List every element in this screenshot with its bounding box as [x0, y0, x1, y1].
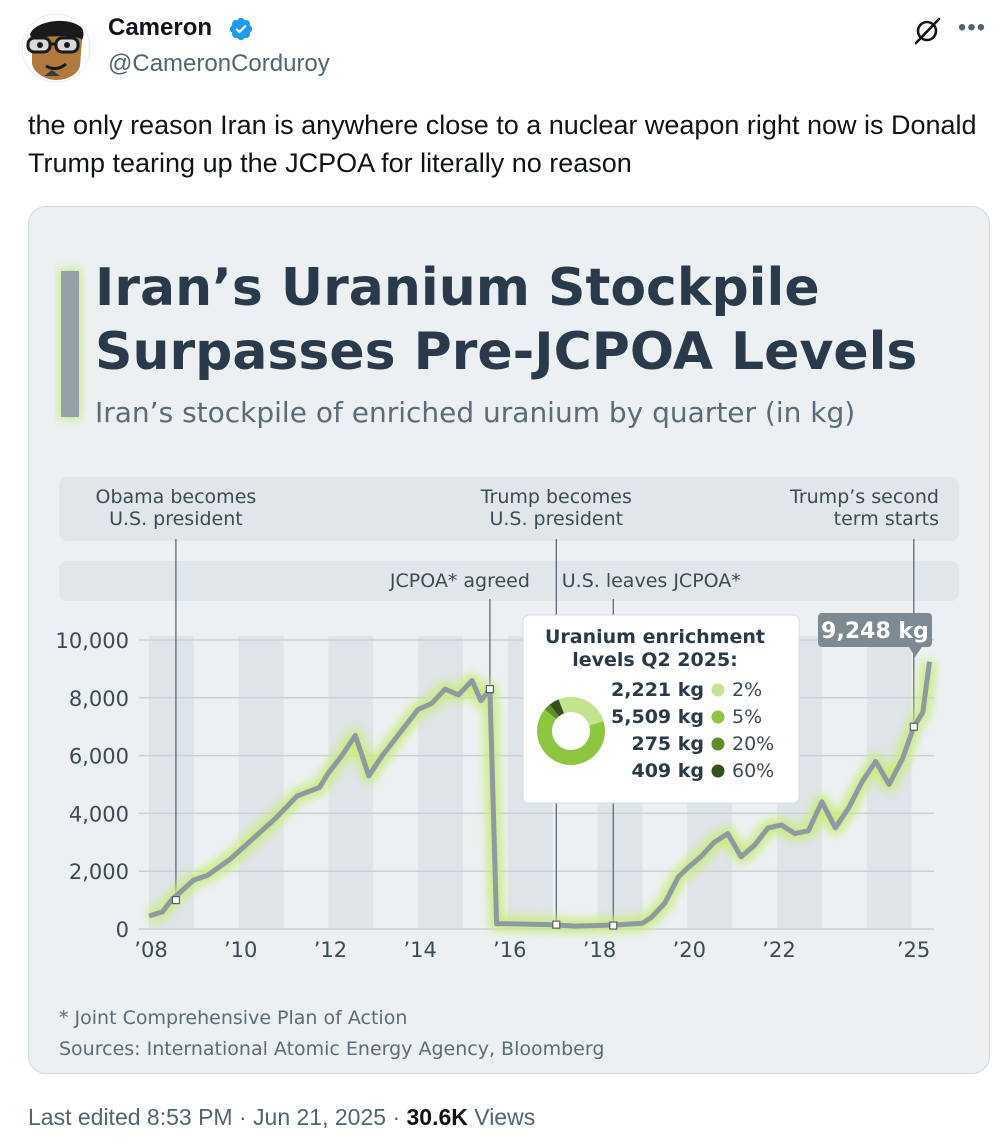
event-marker	[485, 685, 495, 694]
chart-subtitle: Iran’s stockpile of enriched uranium by …	[95, 396, 855, 429]
inset-legend-level: 20%	[732, 733, 774, 755]
y-tick-label: 6,000	[69, 745, 129, 769]
meta-separator: ·	[392, 1104, 401, 1130]
tweet-text: the only reason Iran is anywhere close t…	[28, 110, 977, 178]
verified-badge-icon[interactable]	[228, 16, 254, 42]
inset-legend-swatch	[711, 710, 725, 724]
event-marker	[609, 921, 618, 930]
inset-legend-level: 5%	[732, 706, 762, 728]
x-tick-label: ’22	[762, 938, 795, 962]
series-line	[148, 661, 932, 929]
event-label: term starts	[834, 508, 939, 530]
edited-timestamp-link[interactable]: Last edited 8:53 PM	[28, 1104, 233, 1130]
event-marker	[909, 722, 918, 731]
end-value-pointer	[909, 647, 922, 657]
year-stripe	[418, 636, 463, 929]
end-value-box	[818, 613, 932, 647]
inset-legend-value: 2,221 kg	[611, 679, 704, 701]
x-tick-label: ’16	[493, 938, 526, 962]
author-name[interactable]: Cameron	[108, 14, 213, 41]
event-label: U.S. leaves JCPOA*	[562, 570, 741, 592]
event-marker	[171, 895, 181, 905]
donut-slice	[558, 697, 604, 726]
event-label: Trump’s second	[789, 486, 939, 508]
event-band-top	[59, 477, 959, 541]
y-tick-label: 8,000	[69, 687, 129, 711]
year-stripe	[328, 636, 374, 929]
avatar-illustration	[22, 14, 90, 82]
y-tick-label: 0	[116, 918, 129, 942]
inset-legend-swatch	[711, 683, 725, 697]
event-label: U.S. president	[489, 508, 623, 530]
inset-legend-swatch	[711, 764, 725, 778]
chart-footnote: * Joint Comprehensive Plan of Action	[59, 1007, 407, 1029]
y-tick-label: 4,000	[69, 802, 129, 826]
inset-legend-value: 275 kg	[631, 733, 704, 755]
x-tick-label: ’12	[314, 938, 347, 962]
end-value-label: 9,248 kg	[821, 619, 929, 644]
donut-slice	[537, 709, 605, 765]
inset-legend-value: 409 kg	[631, 760, 704, 782]
tweet-meta: Last edited 8:53 PM · Jun 21, 2025 · 30.…	[28, 1104, 535, 1131]
views-label: Views	[474, 1104, 536, 1130]
y-tick-label: 10,000	[56, 629, 129, 653]
donut-slice	[544, 704, 560, 720]
grok-icon[interactable]	[912, 16, 942, 46]
chart-title-line: Surpasses Pre-JCPOA Levels	[95, 322, 917, 382]
inset-legend-value: 5,509 kg	[611, 706, 704, 728]
more-options-icon[interactable]: •••	[957, 14, 987, 41]
event-label: Trump becomes	[480, 486, 632, 508]
x-tick-label: ’14	[403, 938, 436, 962]
inset-title: Uranium enrichment	[545, 626, 765, 648]
author-handle[interactable]: @CameronCorduroy	[108, 50, 330, 77]
title-accent-bar	[61, 271, 79, 417]
chart-source: Sources: International Atomic Energy Age…	[59, 1038, 604, 1060]
x-tick-label: ’10	[224, 938, 257, 962]
event-band-mid	[59, 561, 959, 601]
tweet-media-chart[interactable]: Iran’s Uranium Stockpile Surpasses Pre-JC…	[28, 206, 990, 1074]
event-marker	[552, 920, 561, 929]
views-count: 30.6K	[406, 1104, 468, 1130]
inset-legend-level: 60%	[732, 760, 774, 782]
inset-legend-level: 2%	[732, 679, 762, 701]
chart-title-line: Iran’s Uranium Stockpile	[95, 258, 820, 318]
event-label: U.S. president	[109, 508, 243, 530]
x-tick-label: ’20	[673, 938, 706, 962]
avatar[interactable]	[22, 14, 90, 82]
post-date-link[interactable]: Jun 21, 2025	[253, 1104, 387, 1130]
donut-slice	[549, 699, 565, 717]
x-tick-label: ’25	[897, 938, 930, 962]
year-stripe	[238, 636, 284, 929]
x-tick-label: ’08	[134, 938, 167, 962]
inset-title: levels Q2 2025:	[572, 649, 738, 671]
meta-separator: ·	[238, 1104, 247, 1130]
y-tick-label: 2,000	[69, 860, 129, 884]
event-label: Obama becomes	[96, 486, 257, 508]
x-tick-label: ’18	[583, 938, 616, 962]
inset-legend-swatch	[711, 737, 725, 751]
event-label: JCPOA* agreed	[389, 570, 530, 592]
